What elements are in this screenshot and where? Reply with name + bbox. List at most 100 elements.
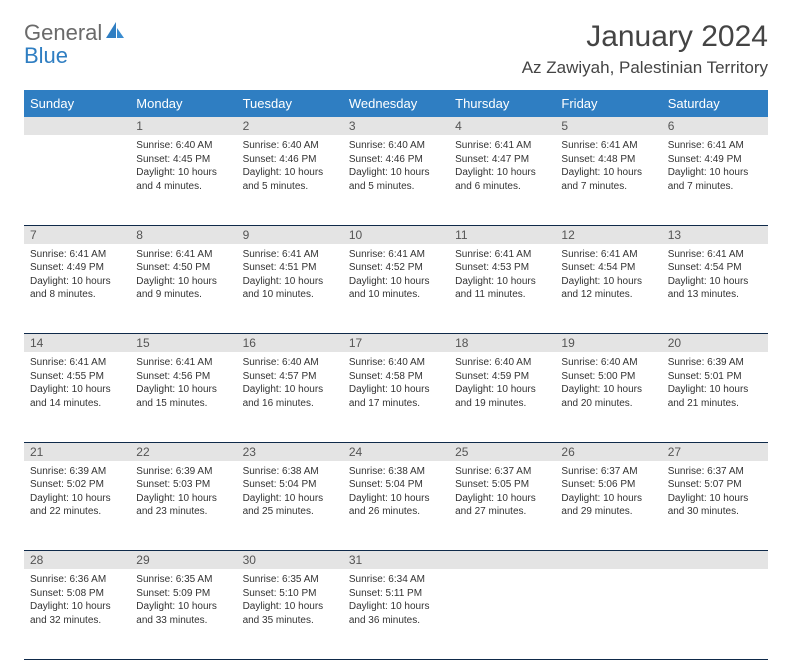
day-number: 17 [343,334,449,353]
daylight-text: Daylight: 10 hours and 20 minutes. [561,383,655,410]
day-cell [24,135,130,225]
daynum-row: 28293031 [24,551,768,570]
sunrise-text: Sunrise: 6:35 AM [136,573,230,587]
day-content: Sunrise: 6:41 AMSunset: 4:52 PMDaylight:… [343,244,449,306]
sunset-text: Sunset: 4:49 PM [30,261,124,275]
sunrise-text: Sunrise: 6:40 AM [243,356,337,370]
day-content: Sunrise: 6:41 AMSunset: 4:51 PMDaylight:… [237,244,343,306]
sail-icon [104,22,124,40]
day-content: Sunrise: 6:41 AMSunset: 4:55 PMDaylight:… [24,352,130,414]
sunset-text: Sunset: 4:55 PM [30,370,124,384]
day-cell: Sunrise: 6:41 AMSunset: 4:56 PMDaylight:… [130,352,236,442]
sunset-text: Sunset: 5:04 PM [349,478,443,492]
daylight-text: Daylight: 10 hours and 26 minutes. [349,492,443,519]
sunrise-text: Sunrise: 6:34 AM [349,573,443,587]
sunrise-text: Sunrise: 6:40 AM [349,356,443,370]
day-content: Sunrise: 6:39 AMSunset: 5:02 PMDaylight:… [24,461,130,523]
month-title: January 2024 [522,20,768,54]
day-number: 21 [24,442,130,461]
sunset-text: Sunset: 5:11 PM [349,587,443,601]
sunset-text: Sunset: 4:53 PM [455,261,549,275]
sunset-text: Sunset: 4:47 PM [455,153,549,167]
sunrise-text: Sunrise: 6:41 AM [136,248,230,262]
daylight-text: Daylight: 10 hours and 13 minutes. [668,275,762,302]
sunrise-text: Sunrise: 6:41 AM [30,248,124,262]
daylight-text: Daylight: 10 hours and 19 minutes. [455,383,549,410]
day-cell: Sunrise: 6:41 AMSunset: 4:54 PMDaylight:… [555,244,661,334]
day-header: Saturday [662,90,768,117]
day-number: 26 [555,442,661,461]
sunrise-text: Sunrise: 6:38 AM [349,465,443,479]
day-content: Sunrise: 6:41 AMSunset: 4:50 PMDaylight:… [130,244,236,306]
day-number: 6 [662,117,768,135]
day-cell: Sunrise: 6:41 AMSunset: 4:50 PMDaylight:… [130,244,236,334]
daylight-text: Daylight: 10 hours and 12 minutes. [561,275,655,302]
day-content: Sunrise: 6:41 AMSunset: 4:49 PMDaylight:… [662,135,768,197]
day-number: 11 [449,225,555,244]
day-number: 25 [449,442,555,461]
day-header: Thursday [449,90,555,117]
day-number: 19 [555,334,661,353]
day-number: 31 [343,551,449,570]
sunrise-text: Sunrise: 6:41 AM [30,356,124,370]
day-cell [662,569,768,659]
sunrise-text: Sunrise: 6:39 AM [30,465,124,479]
daynum-row: 78910111213 [24,225,768,244]
day-content: Sunrise: 6:39 AMSunset: 5:01 PMDaylight:… [662,352,768,414]
day-number: 13 [662,225,768,244]
sunset-text: Sunset: 5:08 PM [30,587,124,601]
daylight-text: Daylight: 10 hours and 35 minutes. [243,600,337,627]
sunrise-text: Sunrise: 6:37 AM [455,465,549,479]
sunrise-text: Sunrise: 6:39 AM [668,356,762,370]
day-cell [555,569,661,659]
day-header: Wednesday [343,90,449,117]
sunset-text: Sunset: 4:52 PM [349,261,443,275]
sunset-text: Sunset: 4:51 PM [243,261,337,275]
day-cell: Sunrise: 6:41 AMSunset: 4:49 PMDaylight:… [24,244,130,334]
day-number [449,551,555,570]
calendar-table: Sunday Monday Tuesday Wednesday Thursday… [24,90,768,660]
sunset-text: Sunset: 4:54 PM [561,261,655,275]
day-content: Sunrise: 6:40 AMSunset: 4:46 PMDaylight:… [343,135,449,197]
brand-part2: Blue [24,43,68,69]
daynum-row: 14151617181920 [24,334,768,353]
sunset-text: Sunset: 4:59 PM [455,370,549,384]
sunset-text: Sunset: 5:04 PM [243,478,337,492]
day-number: 18 [449,334,555,353]
sunset-text: Sunset: 5:06 PM [561,478,655,492]
day-number: 5 [555,117,661,135]
sunset-text: Sunset: 4:58 PM [349,370,443,384]
day-number: 20 [662,334,768,353]
day-content: Sunrise: 6:40 AMSunset: 4:46 PMDaylight:… [237,135,343,197]
sunset-text: Sunset: 5:03 PM [136,478,230,492]
daylight-text: Daylight: 10 hours and 10 minutes. [349,275,443,302]
week-row: Sunrise: 6:41 AMSunset: 4:49 PMDaylight:… [24,244,768,334]
day-number: 14 [24,334,130,353]
week-row: Sunrise: 6:40 AMSunset: 4:45 PMDaylight:… [24,135,768,225]
day-cell: Sunrise: 6:41 AMSunset: 4:49 PMDaylight:… [662,135,768,225]
sunrise-text: Sunrise: 6:41 AM [561,139,655,153]
sunset-text: Sunset: 4:57 PM [243,370,337,384]
day-cell: Sunrise: 6:40 AMSunset: 4:57 PMDaylight:… [237,352,343,442]
daylight-text: Daylight: 10 hours and 7 minutes. [561,166,655,193]
daylight-text: Daylight: 10 hours and 10 minutes. [243,275,337,302]
day-cell: Sunrise: 6:39 AMSunset: 5:02 PMDaylight:… [24,461,130,551]
day-number [555,551,661,570]
sunrise-text: Sunrise: 6:38 AM [243,465,337,479]
day-number: 16 [237,334,343,353]
day-number: 3 [343,117,449,135]
day-cell: Sunrise: 6:37 AMSunset: 5:05 PMDaylight:… [449,461,555,551]
sunset-text: Sunset: 4:56 PM [136,370,230,384]
sunrise-text: Sunrise: 6:35 AM [243,573,337,587]
title-block: January 2024 Az Zawiyah, Palestinian Ter… [522,20,768,78]
day-cell: Sunrise: 6:38 AMSunset: 5:04 PMDaylight:… [343,461,449,551]
day-content: Sunrise: 6:41 AMSunset: 4:54 PMDaylight:… [555,244,661,306]
day-header: Friday [555,90,661,117]
sunset-text: Sunset: 4:54 PM [668,261,762,275]
day-number: 7 [24,225,130,244]
day-cell: Sunrise: 6:41 AMSunset: 4:54 PMDaylight:… [662,244,768,334]
week-row: Sunrise: 6:39 AMSunset: 5:02 PMDaylight:… [24,461,768,551]
day-cell: Sunrise: 6:41 AMSunset: 4:48 PMDaylight:… [555,135,661,225]
day-number [662,551,768,570]
day-number: 9 [237,225,343,244]
